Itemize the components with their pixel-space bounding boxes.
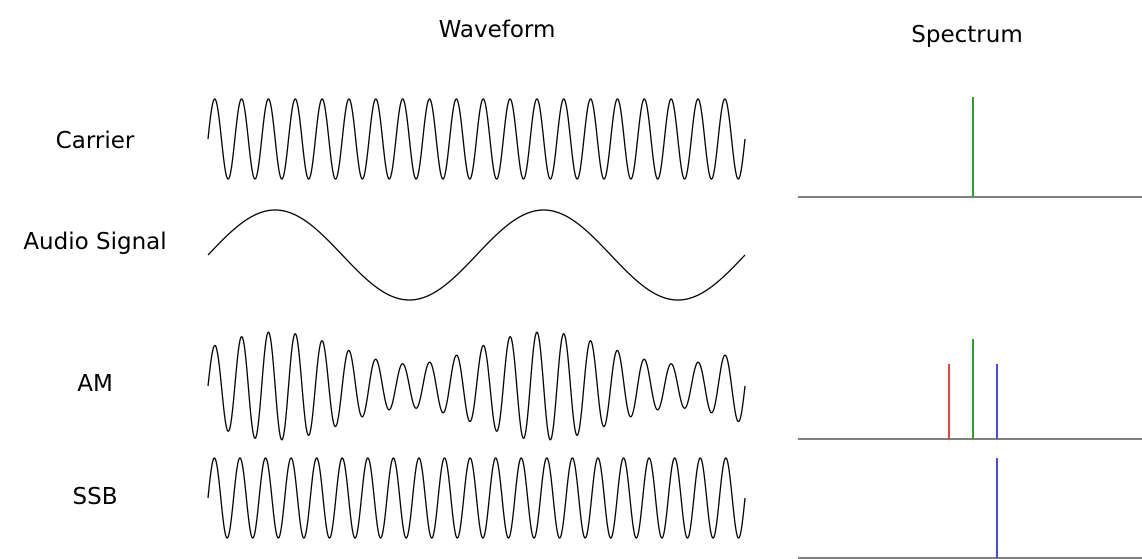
spectrum-header: Spectrum: [911, 22, 1023, 48]
row-label-am: AM: [77, 371, 113, 397]
waveform-header: Waveform: [438, 17, 556, 43]
carrier-waveform: [207, 98, 746, 180]
row-label-audio: Audio Signal: [23, 229, 167, 255]
row-label-carrier: Carrier: [55, 128, 135, 154]
audio-signal-waveform: [207, 209, 746, 301]
row-label-ssb: SSB: [72, 484, 118, 510]
ssb-waveform: [207, 457, 746, 539]
am-waveform: [207, 331, 746, 441]
am-spectrum: [948, 339, 998, 439]
